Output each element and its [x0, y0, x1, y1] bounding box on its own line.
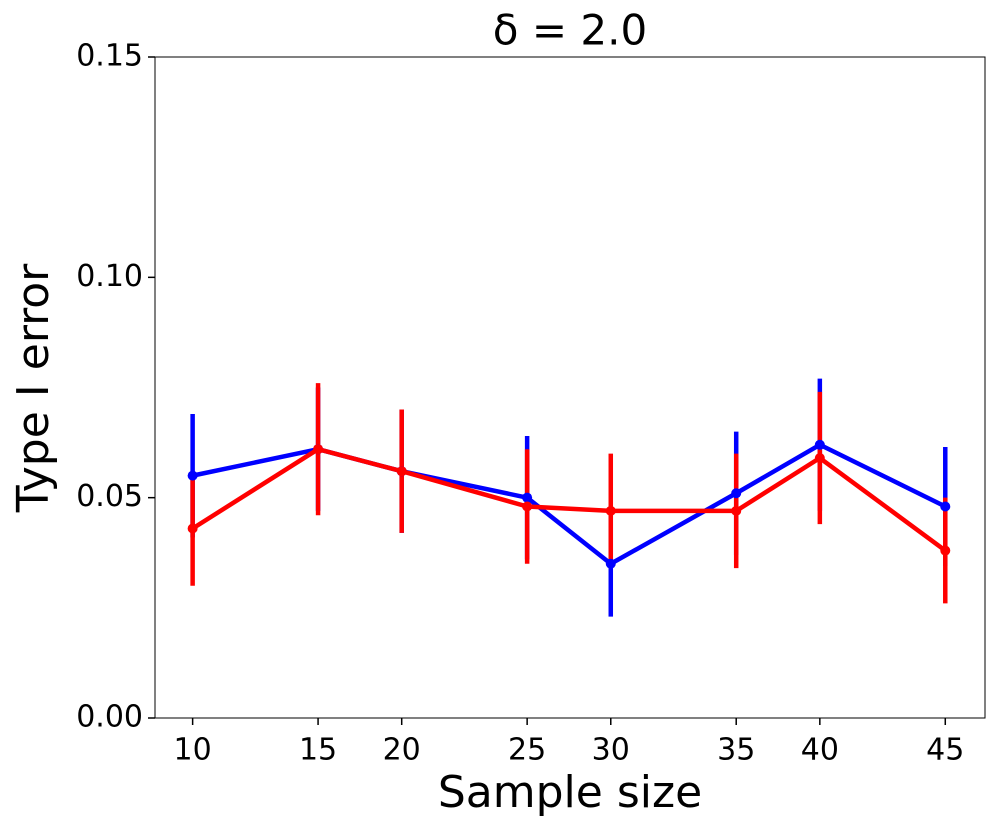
point: [313, 444, 324, 455]
point: [396, 466, 407, 477]
series-line: [191, 446, 947, 553]
point: [731, 488, 742, 499]
x-tick-label: 45: [926, 733, 964, 768]
point: [522, 492, 533, 503]
point: [731, 505, 742, 516]
x-tick-label: 35: [717, 733, 755, 768]
point: [814, 439, 825, 450]
point: [605, 505, 616, 516]
plot-frame: [154, 56, 986, 719]
x-tick-label: 30: [592, 733, 630, 768]
y-tick-label: 0.15: [76, 39, 143, 74]
y-tick-label: 0.05: [76, 479, 143, 514]
point: [187, 470, 198, 481]
y-tick-label: 0.10: [76, 259, 143, 294]
y-axis-label: Type I error: [8, 263, 59, 513]
x-tick-label: 10: [174, 733, 212, 768]
x-tick-label: 20: [383, 733, 421, 768]
series-line: [192, 442, 947, 567]
point: [940, 545, 951, 556]
point: [187, 523, 198, 534]
point: [522, 501, 533, 512]
y-tick-label: 0.00: [76, 700, 143, 735]
x-tick-label: 15: [299, 733, 337, 768]
point: [814, 453, 825, 464]
point: [605, 558, 616, 569]
x-tick-label: 25: [508, 733, 546, 768]
chart-title: δ = 2.0: [493, 6, 647, 55]
x-axis-label: Sample size: [438, 767, 702, 818]
x-tick-label: 40: [801, 733, 839, 768]
point: [940, 501, 951, 512]
